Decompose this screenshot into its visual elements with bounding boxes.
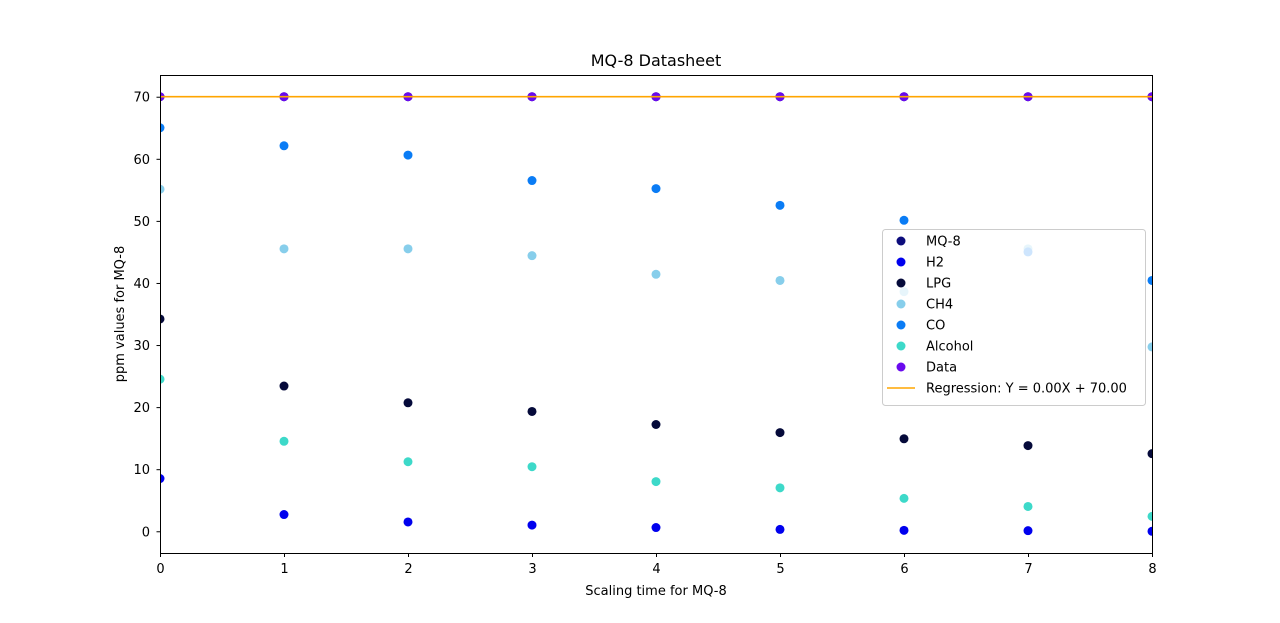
legend-box <box>882 229 1146 406</box>
legend-label-ch4: CH4 <box>926 298 953 313</box>
y-tick-label: 20 <box>133 401 150 416</box>
point-h2-1 <box>279 510 289 520</box>
point-lpg-3 <box>527 406 537 416</box>
point-lpg-5 <box>775 428 785 438</box>
x-tick-label: 1 <box>280 562 288 577</box>
chart-title: MQ-8 Datasheet <box>591 51 722 70</box>
legend: MQ-8 H2 LPG CH4 CO Alcohol Data Regression: Y =… <box>882 229 1146 406</box>
point-alcohol-7 <box>1023 501 1033 511</box>
x-axis-label: Scaling time for MQ-8 <box>585 584 727 599</box>
x-tick-label: 2 <box>404 562 412 577</box>
point-alcohol-4 <box>651 477 661 487</box>
legend-marker-h2 <box>896 257 906 267</box>
legend-label-regression-y-0-00x-70-00: Regression: Y = 0.00X + 70.00 <box>926 382 1127 397</box>
point-lpg-0 <box>160 314 165 324</box>
legend-marker-co <box>896 320 906 330</box>
point-co-3 <box>527 176 537 186</box>
point-alcohol-1 <box>279 436 289 446</box>
point-co-2 <box>403 150 413 160</box>
point-h2-3 <box>527 520 537 530</box>
point-co-6 <box>899 215 909 225</box>
point-co-4 <box>651 184 661 194</box>
legend-label-co: CO <box>926 319 945 334</box>
point-ch4-3 <box>527 251 537 261</box>
y-tick-label: 10 <box>133 463 150 478</box>
legend-label-data: Data <box>926 361 957 376</box>
legend-label-h2: H2 <box>926 256 944 271</box>
point-ch4-4 <box>651 269 661 279</box>
y-tick-label: 50 <box>133 215 150 230</box>
point-alcohol-3 <box>527 462 537 472</box>
x-tick-label: 4 <box>652 562 660 577</box>
legend-marker-lpg <box>896 278 906 288</box>
point-alcohol-6 <box>899 493 909 503</box>
point-co-8 <box>1147 275 1152 285</box>
x-tick-label: 5 <box>776 562 784 577</box>
point-lpg-7 <box>1023 441 1033 451</box>
x-tick-label: 6 <box>900 562 908 577</box>
point-ch4-5 <box>775 275 785 285</box>
legend-marker-ch4 <box>896 299 906 309</box>
y-tick-label: 30 <box>133 339 150 354</box>
x-tick-label: 7 <box>1024 562 1032 577</box>
y-axis-label: ppm values for MQ-8 <box>113 246 128 383</box>
point-lpg-2 <box>403 398 413 408</box>
point-co-5 <box>775 200 785 210</box>
legend-marker-data <box>896 362 906 372</box>
point-h2-8 <box>1147 526 1152 536</box>
point-ch4-2 <box>403 244 413 254</box>
y-tick-label: 40 <box>133 277 150 292</box>
legend-label-lpg: LPG <box>926 277 951 292</box>
point-alcohol-8 <box>1147 511 1152 521</box>
point-ch4-1 <box>279 244 289 254</box>
point-alcohol-2 <box>403 457 413 467</box>
legend-marker-mq-8 <box>896 236 906 246</box>
point-alcohol-5 <box>775 483 785 493</box>
x-axis: 0 1 2 3 4 5 6 7 8 <box>156 553 1157 577</box>
point-alcohol-0 <box>160 374 165 384</box>
y-tick-label: 70 <box>133 91 150 106</box>
legend-label-alcohol: Alcohol <box>926 340 973 355</box>
point-lpg-6 <box>899 434 909 444</box>
x-tick-label: 0 <box>156 562 164 577</box>
point-h2-2 <box>403 517 413 527</box>
x-tick-label: 8 <box>1148 562 1156 577</box>
point-lpg-1 <box>279 381 289 391</box>
point-h2-5 <box>775 524 785 534</box>
x-tick-label: 3 <box>528 562 536 577</box>
point-co-1 <box>279 141 289 151</box>
point-h2-0 <box>160 474 165 484</box>
point-h2-7 <box>1023 526 1033 536</box>
point-h2-4 <box>651 523 661 533</box>
legend-marker-alcohol <box>896 341 906 351</box>
y-tick-label: 60 <box>133 153 150 168</box>
point-lpg-4 <box>651 419 661 429</box>
legend-label-mq-8: MQ-8 <box>926 235 961 250</box>
point-ch4-0 <box>160 184 165 194</box>
y-tick-label: 0 <box>142 525 150 540</box>
y-axis: 0 10 20 30 40 50 60 70 <box>133 91 161 540</box>
point-lpg-8 <box>1147 449 1152 459</box>
point-co-0 <box>160 123 165 133</box>
point-h2-6 <box>899 525 909 535</box>
point-ch4-8 <box>1147 342 1152 352</box>
